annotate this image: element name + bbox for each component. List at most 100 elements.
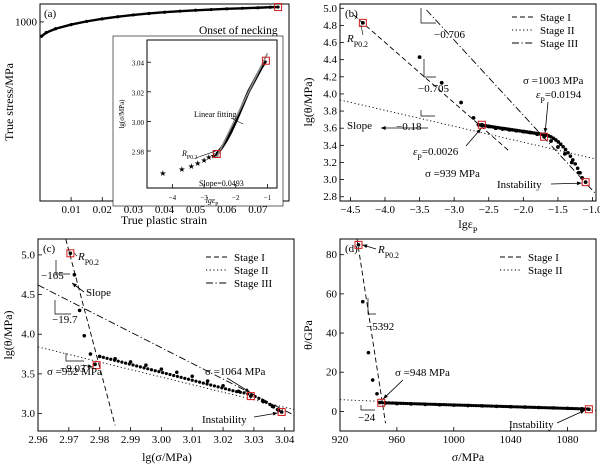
b-sigma1-label: σ =1003 MPa: [523, 75, 584, 87]
d-data-point: [394, 401, 398, 405]
b-data-point: [439, 80, 444, 85]
c-data-point: [93, 362, 97, 367]
a-x-axis-label: True plastic strain: [121, 213, 207, 227]
c-key-marker: [246, 392, 255, 401]
c-data-point: [190, 374, 195, 379]
d-data-point: [506, 404, 510, 409]
c-data-point: [157, 370, 161, 374]
d-sigma1-label: σ =948 MPa: [395, 367, 450, 379]
c-data-point: [105, 356, 109, 360]
b-eps2-arrow-head: [476, 128, 481, 134]
c-rp-label: RP0.2: [77, 251, 99, 267]
c-slope-arrow-head: [72, 283, 77, 288]
b-ytick-label: 3.4: [323, 140, 337, 152]
a-inset-marker: [261, 56, 270, 65]
b-ytick-label: 4.2: [323, 71, 337, 83]
d-data-point: [472, 403, 476, 408]
d-data-point: [366, 350, 371, 355]
c-data-point: [168, 372, 172, 377]
a-inset-ytick-label: 2.98: [132, 149, 145, 157]
d-data-point: [569, 406, 574, 411]
a-inset-background: [112, 35, 284, 207]
a-inset-ytick-label: 3.00: [132, 119, 145, 127]
a-data-point: [162, 10, 167, 14]
c-data-point: [227, 388, 231, 392]
c-ytick-label: 3.5: [21, 368, 35, 380]
c-data-point: [68, 251, 73, 256]
c-data-point: [205, 382, 209, 386]
c-slope-triangle: [65, 353, 84, 362]
c-slope-label: −19.7: [52, 314, 78, 326]
d-data-point: [444, 403, 448, 407]
b-slope-label: −0.705: [418, 83, 449, 95]
b-rp-pointer: [360, 24, 364, 36]
b-stage3-line: [426, 9, 597, 195]
a-inset-xtick-label: −2: [232, 194, 240, 202]
d-data-point: [526, 405, 530, 409]
a-inset-fit-pointer: [230, 117, 244, 125]
a-inset-ytick-label: 3.04: [132, 60, 145, 68]
b-ytick-label: 4.4: [323, 54, 337, 66]
d-data-point: [585, 407, 590, 411]
d-data-point: [478, 404, 483, 408]
a-inset-fit-label: Linear fitting: [194, 110, 236, 119]
a-xtick-label: 0.04: [155, 204, 175, 216]
c-key-marker: [92, 361, 101, 370]
d-data-point: [535, 405, 540, 410]
a-data-point: [147, 11, 151, 16]
b-data-point: [554, 138, 558, 142]
d-data-point: [467, 403, 471, 408]
c-data-point: [159, 367, 164, 371]
a-data-point: [44, 31, 48, 35]
d-data-point: [481, 404, 485, 408]
a-xtick-label: 0.07: [248, 204, 268, 216]
d-data-point: [474, 404, 478, 408]
d-data-point: [417, 402, 421, 406]
d-data-point: [447, 403, 451, 407]
c-xtick-label: 2.96: [28, 434, 48, 446]
d-data-point: [492, 404, 496, 408]
d-data-point: [406, 401, 410, 406]
d-data-point: [483, 404, 487, 408]
c-ytick-label: 4.0: [21, 329, 35, 341]
c-data-point: [146, 367, 150, 371]
a-data-point: [240, 6, 244, 10]
b-key-marker: [477, 120, 486, 129]
c-data-point: [120, 360, 124, 364]
d-xtick-label: 920: [332, 434, 349, 446]
d-xtick-label: 1000: [443, 434, 466, 446]
a-inset-xtick-label: −1: [264, 194, 272, 202]
b-slope-arrow-head: [381, 126, 386, 130]
c-slope-word: Slope: [86, 287, 111, 299]
c-slope-triangle: [55, 260, 70, 275]
d-data-point: [528, 405, 533, 409]
d-x-axis-label: σ/MPa: [452, 450, 485, 464]
d-data-point: [410, 402, 414, 406]
c-key-marker: [66, 249, 75, 258]
c-data-point: [231, 389, 235, 393]
a-data-point: [85, 19, 89, 23]
a-panel-label: (a): [44, 8, 57, 20]
d-slope-triangle: [360, 405, 375, 411]
c-stage1-line: [65, 238, 116, 426]
d-data-point: [576, 407, 580, 411]
a-xtick-label: 0.02: [93, 204, 112, 216]
d-rp-label: RP0.2: [377, 244, 399, 260]
c-data-point: [242, 391, 246, 395]
d-data-point: [524, 405, 528, 409]
d-data-point: [549, 406, 553, 410]
d-slope-label: −24: [358, 412, 376, 424]
a-data-point: [131, 13, 135, 17]
c-data-point: [238, 390, 242, 394]
c-data-point: [172, 373, 176, 378]
c-data-point: [72, 272, 77, 277]
d-stage1-line: [356, 238, 386, 424]
d-data-point: [513, 405, 517, 409]
d-data-point: [456, 403, 460, 407]
c-data-point: [82, 333, 87, 338]
c-data-point: [201, 381, 205, 385]
b-key-marker: [358, 18, 367, 27]
d-data-point: [424, 402, 428, 406]
d-instability-arrow: [556, 409, 586, 424]
d-data-point: [544, 406, 549, 410]
